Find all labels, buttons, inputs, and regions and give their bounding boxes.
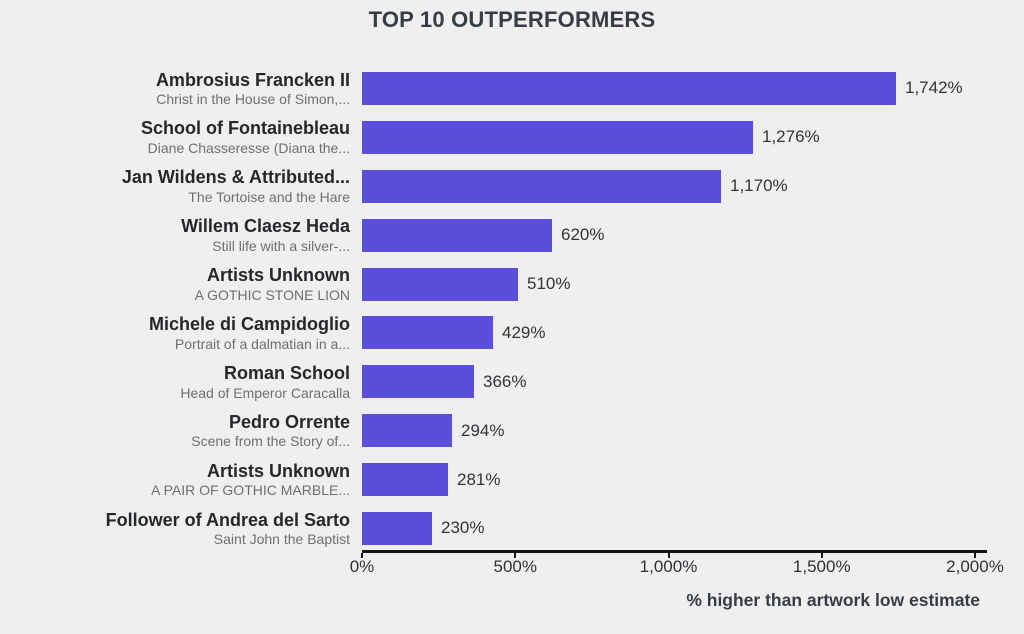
bar <box>362 169 721 203</box>
x-axis-tick-label: 1,500% <box>792 557 851 576</box>
bar <box>362 316 493 350</box>
artwork-title: Christ in the House of Simon,... <box>156 91 350 108</box>
bar-value-label: 510% <box>527 274 571 293</box>
x-axis-tick-mark <box>514 553 517 558</box>
artwork-title: Scene from the Story of... <box>191 433 350 450</box>
x-axis-line <box>362 550 987 553</box>
bar-value-label: 620% <box>561 225 605 245</box>
bar <box>362 463 448 497</box>
x-axis-tick-mark <box>361 553 363 558</box>
bar-value-label: 281% <box>457 469 501 489</box>
artist-name: Roman School <box>223 362 350 383</box>
chart-row: Artists Unknown A PAIR OF GOTHIC MARBLE.… <box>0 455 1024 504</box>
row-labels: Artists Unknown A GOTHIC STONE LION <box>0 265 350 303</box>
row-labels: Pedro Orrente Scene from the Story of... <box>0 412 350 450</box>
chart-title: TOP 10 OUTPERFORMERS <box>368 7 656 32</box>
artist-name: Jan Wildens & Attributed... <box>121 167 350 188</box>
bar-value-label: 1,170% <box>730 176 788 196</box>
row-labels: Jan Wildens & Attributed... The Tortoise… <box>0 167 350 205</box>
x-axis-tick-mark <box>974 553 976 558</box>
chart-row: Artists Unknown A GOTHIC STONE LION 510% <box>0 260 1024 309</box>
chart-row: School of Fontainebleau Diane Chasseress… <box>0 113 1024 162</box>
bar <box>362 511 432 545</box>
x-axis-tick-mark <box>820 553 823 558</box>
x-axis-tick-label: 500% <box>493 557 537 576</box>
x-axis-tick-mark <box>667 553 670 558</box>
artist-name: Artists Unknown <box>206 265 350 286</box>
artwork-title: A PAIR OF GOTHIC MARBLE... <box>151 482 350 499</box>
artwork-title: Head of Emperor Caracalla <box>180 384 350 401</box>
x-axis-title: % higher than artwork low estimate <box>686 590 980 610</box>
bar-value-label: 1,742% <box>905 78 963 98</box>
chart-row: Follower of Andrea del Sarto Saint John … <box>0 504 1024 553</box>
artwork-title: A GOTHIC STONE LION <box>194 286 350 303</box>
artist-name: School of Fontainebleau <box>140 118 350 139</box>
artist-name: Ambrosius Francken II <box>155 69 350 90</box>
bar <box>362 414 452 448</box>
artist-name: Follower of Andrea del Sarto <box>105 509 350 530</box>
artist-name: Willem Claesz Heda <box>181 216 350 237</box>
bar <box>362 218 552 252</box>
row-labels: School of Fontainebleau Diane Chasseress… <box>0 118 350 156</box>
artist-name: Pedro Orrente <box>228 411 350 432</box>
chart-row: Roman School Head of Emperor Caracalla 3… <box>0 357 1024 406</box>
x-axis-tick-label: 1,000% <box>639 557 698 576</box>
artwork-title: The Tortoise and the Hare <box>188 189 350 206</box>
bar-value-label: 366% <box>483 371 527 391</box>
chart-row: Willem Claesz Heda Still life with a sil… <box>0 211 1024 260</box>
artwork-title: Portrait of a dalmatian in a... <box>174 335 350 352</box>
row-labels: Artists Unknown A PAIR OF GOTHIC MARBLE.… <box>0 461 350 499</box>
artwork-title: Saint John the Baptist <box>213 531 350 548</box>
chart-row: Ambrosius Francken II Christ in the Hous… <box>0 64 1024 113</box>
bar-value-label: 429% <box>502 322 546 342</box>
row-labels: Michele di Campidoglio Portrait of a dal… <box>0 314 350 352</box>
chart-row: Pedro Orrente Scene from the Story of...… <box>0 406 1024 455</box>
bar <box>362 120 753 154</box>
row-labels: Ambrosius Francken II Christ in the Hous… <box>0 70 350 108</box>
artwork-title: Still life with a silver-... <box>212 237 350 254</box>
artist-name: Artists Unknown <box>206 460 350 481</box>
bar-value-label: 1,276% <box>762 127 820 147</box>
chart-row: Michele di Campidoglio Portrait of a dal… <box>0 308 1024 357</box>
bar-value-label: 230% <box>441 518 485 538</box>
artist-name: Michele di Campidoglio <box>148 314 350 334</box>
artwork-title: Diane Chasseresse (Diana the... <box>147 140 350 157</box>
x-axis-tick-label: 2,000% <box>946 557 1004 576</box>
bar <box>362 365 474 399</box>
bar-value-label: 294% <box>461 420 505 440</box>
row-labels: Roman School Head of Emperor Caracalla <box>0 363 350 401</box>
chart-rows: Ambrosius Francken II Christ in the Hous… <box>0 64 1024 553</box>
row-labels: Follower of Andrea del Sarto Saint John … <box>0 510 350 548</box>
bar <box>362 71 896 105</box>
bar <box>362 267 518 301</box>
x-axis-tick-label: 0% <box>349 557 375 576</box>
row-labels: Willem Claesz Heda Still life with a sil… <box>0 216 350 254</box>
chart-row: Jan Wildens & Attributed... The Tortoise… <box>0 162 1024 211</box>
